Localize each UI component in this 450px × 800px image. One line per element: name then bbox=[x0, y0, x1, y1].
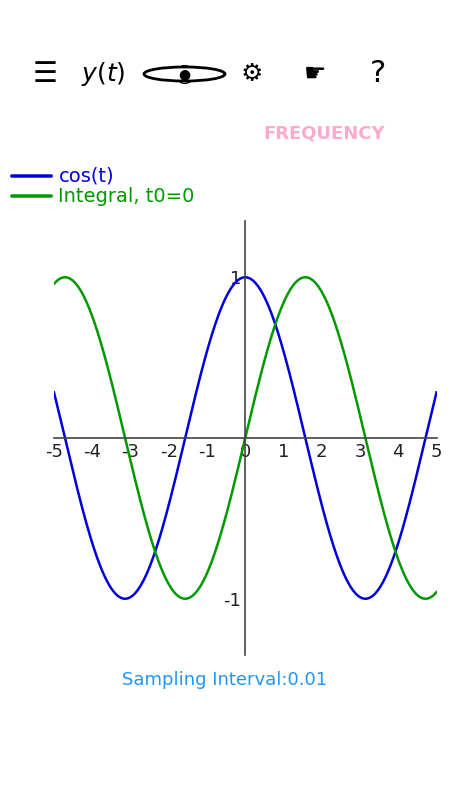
Text: ?: ? bbox=[370, 59, 386, 89]
Text: ⋮: ⋮ bbox=[415, 62, 440, 86]
Text: T: T bbox=[105, 123, 120, 143]
Text: 📱: 📱 bbox=[14, 11, 21, 24]
Text: ●: ● bbox=[179, 67, 190, 81]
Text: Sampling Interval:0.01: Sampling Interval:0.01 bbox=[122, 671, 328, 689]
Text: 71%  04:36: 71% 04:36 bbox=[358, 11, 436, 24]
Text: ◉: ◉ bbox=[174, 62, 195, 86]
Text: $y(t)$: $y(t)$ bbox=[81, 60, 126, 88]
Text: ⚙: ⚙ bbox=[241, 62, 263, 86]
Text: ☰: ☰ bbox=[32, 60, 58, 88]
Text: ◁: ◁ bbox=[101, 743, 124, 772]
Text: ○: ○ bbox=[212, 743, 239, 772]
Text: FREQUENCY: FREQUENCY bbox=[263, 124, 385, 142]
Circle shape bbox=[144, 67, 225, 81]
Text: ☛: ☛ bbox=[304, 62, 326, 86]
Text: cos(t): cos(t) bbox=[58, 166, 114, 186]
Text: □: □ bbox=[323, 743, 352, 772]
Text: Integral, t0=0: Integral, t0=0 bbox=[58, 186, 195, 206]
